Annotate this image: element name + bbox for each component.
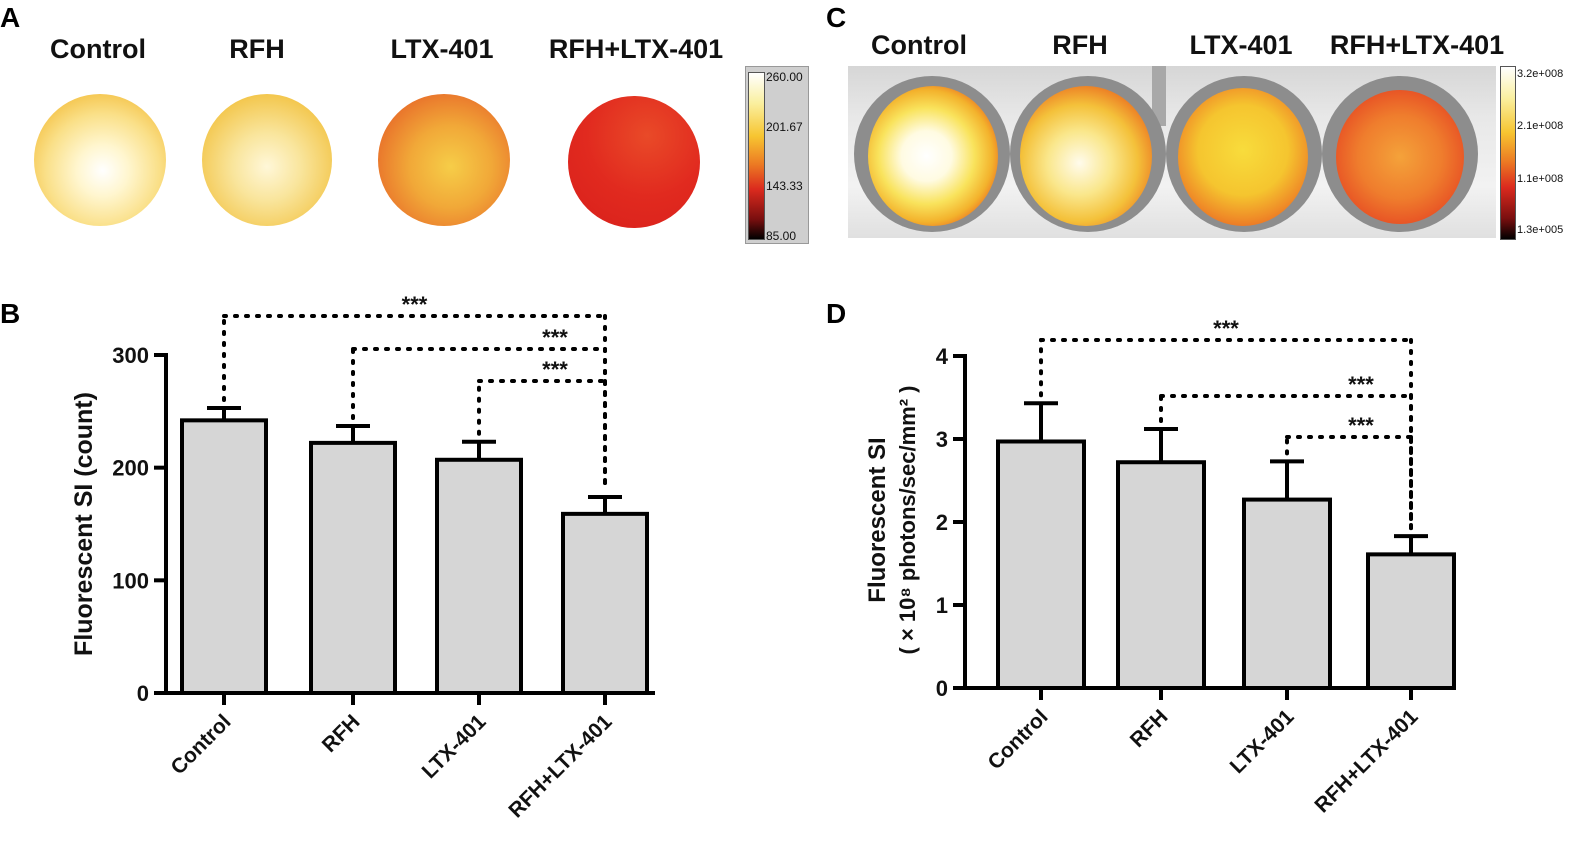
panel-a-cbar-tick-1: 201.67 [766,120,803,134]
panel-a-cbar-tick-2: 143.33 [766,179,803,193]
chart-d-xtick-label-1: RFH [1126,705,1173,752]
panel-c-dish-combo [1336,90,1464,224]
panel-a-dish-rfh [202,94,332,226]
chart-b-sig-label-2: *** [542,357,568,382]
chart-b-ylabel: Fluorescent SI (count) [70,392,98,656]
chart-d-xtick-label-2: LTX-401 [1226,705,1299,778]
panel-c-label-control: Control [871,30,967,60]
chart-b-xtick-label-3: RFH+LTX-401 [504,710,616,822]
panel-c-image [848,66,1496,238]
panel-a-label-rfh: RFH [229,34,285,64]
panel-c-dish-control [868,86,998,226]
panel-letter-c: C [826,2,847,33]
panel-a-dish-control [34,94,166,226]
panel-a-colorbar [748,72,765,240]
chart-b-sig-label-1: *** [542,325,568,350]
chart-b-ytick-label-2: 200 [112,456,149,481]
chart-d-ylabel-line1: Fluorescent SI [864,437,891,602]
chart-d-ytick-label-4: 4 [936,344,949,369]
chart-d-ytick-label-2: 2 [936,510,948,535]
chart-d-ytick-label-3: 3 [936,427,948,452]
chart-d-sig-label-1: *** [1348,372,1374,397]
panel-c-cbar-tick-3: 1.3e+005 [1517,224,1564,236]
chart-b-bar-3 [561,511,649,695]
panel-letter-a: A [0,2,21,33]
panel-c-cbar-tick-0: 3.2e+008 [1517,68,1564,80]
chart-d-bar-3 [1366,552,1456,690]
chart-d-xtick-label-0: Control [983,705,1052,774]
panel-c-cbar-tick-2: 1.1e+008 [1517,173,1564,185]
chart-b-xtick-label-2: LTX-401 [418,710,491,783]
panel-a-dish-combo [568,96,700,228]
chart-b-xtick-label-1: RFH [318,710,365,757]
chart-b-ytick-label-1: 100 [112,568,149,593]
chart-d-ytick-label-1: 1 [936,593,948,618]
chart-d-bar-0 [996,439,1086,690]
panel-c-dish-ltx401 [1178,88,1308,226]
chart-b-ytick-label-3: 300 [112,343,149,368]
chart-b-bar-2 [435,457,523,695]
panel-c-colorbar [1500,66,1516,240]
panel-a-label-ltx401: LTX-401 [390,34,494,64]
panel-c-label-ltx401: LTX-401 [1189,30,1293,60]
panel-c-label-combo: RFH+LTX-401 [1329,30,1505,60]
chart-b-xtick-label-0: Control [166,710,235,779]
chart-d-ylabel-line2: ( × 10⁸ photons/sec/mm² ) [895,386,920,655]
panel-a-label-control: Control [50,34,146,64]
chart-d-sig-label-0: *** [1213,316,1239,341]
panel-c-label-rfh: RFH [1052,30,1108,60]
chart-d-bar-2 [1242,497,1332,690]
panel-letter-d: D [826,298,847,329]
panel-a-cbar-tick-0: 260.00 [766,70,803,84]
chart-d-sig-label-2: *** [1348,413,1374,438]
panel-c-cbar-tick-1: 2.1e+008 [1517,120,1564,132]
chart-b-bar-0 [180,418,268,695]
chart-b-ytick-label-0: 0 [137,681,149,706]
panel-a-cbar-tick-3: 85.00 [766,229,797,243]
chart-d-xtick-label-3: RFH+LTX-401 [1310,705,1422,817]
chart-b-bar-1 [309,440,397,695]
panel-c-dish-rfh [1020,86,1152,226]
panel-a-label-combo: RFH+LTX-401 [548,34,724,64]
chart-d-ytick-label-0: 0 [936,676,948,701]
panel-letter-b: B [0,298,21,329]
panel-c-separator [1152,66,1166,126]
chart-b-sig-label-0: *** [402,292,428,317]
panel-a-dish-ltx401 [378,94,510,226]
chart-d-bar-1 [1116,460,1206,690]
